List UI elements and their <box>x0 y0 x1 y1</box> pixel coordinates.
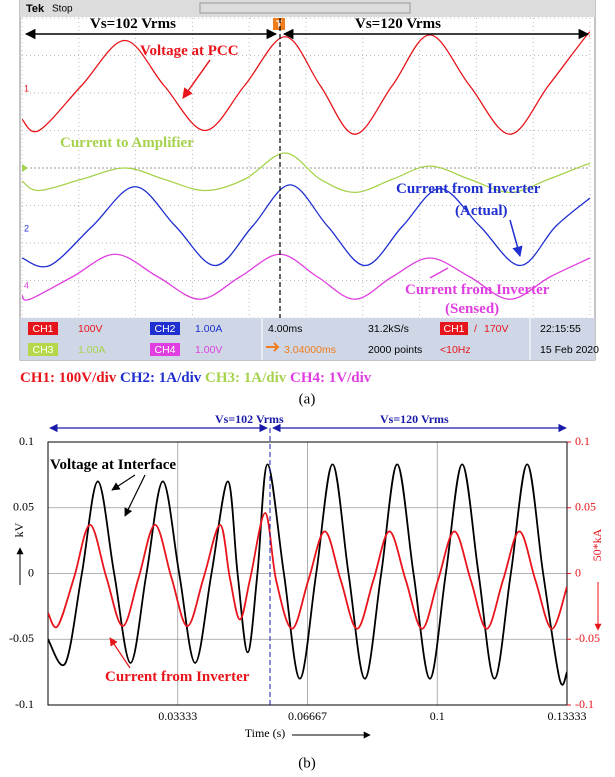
arrow <box>112 475 135 490</box>
caption-line: CH1: 100V/div CH2: 1A/div CH3: 1A/div CH… <box>20 370 372 386</box>
channel-marker: 2 <box>24 223 29 233</box>
x-tick-label: 0.06667 <box>288 709 327 723</box>
caption-part: CH3: 1A/div <box>205 370 287 386</box>
channel-marker: 1 <box>24 83 29 93</box>
status-text: 1.00A <box>78 344 105 356</box>
y-axis-label: kV <box>12 522 26 537</box>
annotation: Current to Amplifier <box>60 135 194 151</box>
trigger-label: T <box>276 20 282 31</box>
annotation: Current from Inverter <box>405 282 550 298</box>
annotation: Vs=102 Vrms <box>90 16 176 32</box>
status-text: CH1 <box>443 323 464 335</box>
caption-part: CH2: 1A/div <box>120 370 202 386</box>
y-tick-label: 0.1 <box>19 434 34 448</box>
y-tick-label: -0.1 <box>15 697 34 711</box>
annotation: Vs=120 Vrms <box>380 412 449 426</box>
caption-part: CH4: 1V/div <box>290 370 372 386</box>
status-text: <10Hz <box>440 344 471 356</box>
figure: Tek Stop T Vs=102 Vrms Vs=120 Vrms Volta… <box>0 0 615 777</box>
annotation: Current from Inverter <box>105 669 250 685</box>
status-text: 4.00ms <box>268 323 302 335</box>
x-tick-label: 0.13333 <box>548 709 587 723</box>
caption-part: CH1: 100V/div <box>20 370 117 386</box>
annotation: Voltage at PCC <box>140 43 239 59</box>
y2-tick-label: 0.1 <box>575 434 590 448</box>
y2-axis-label: 50*kA <box>590 528 604 561</box>
status-text: CH3 <box>32 344 53 356</box>
status-text: 3.04000ms <box>284 344 336 356</box>
y2-tick-label: 0.05 <box>575 500 596 514</box>
status-text: 1.00A <box>195 323 222 335</box>
status-text: 1.00V <box>195 344 222 356</box>
arrow <box>125 475 145 516</box>
status-text: 100V <box>78 323 103 335</box>
y-tick-label: -0.05 <box>9 631 34 645</box>
channel-marker: 4 <box>24 280 29 290</box>
status-text: 15 Feb 2020 <box>540 344 599 356</box>
y2-tick-label: -0.05 <box>575 631 600 645</box>
annotation: Current from Inverter <box>396 181 541 197</box>
annotation: Vs=102 Vrms <box>215 412 284 426</box>
annotation: (Actual) <box>455 203 508 219</box>
x-tick-label: 0.03333 <box>158 709 197 723</box>
y-tick-label: 0 <box>28 565 34 579</box>
y2-tick-label: 0 <box>575 565 581 579</box>
status-text: / <box>474 323 477 335</box>
status-text: 2000 points <box>368 344 422 356</box>
panel-label: (a) <box>299 391 316 407</box>
status-text: 22:15:55 <box>540 323 581 335</box>
status-text: CH1 <box>32 323 53 335</box>
y-tick-label: 0.05 <box>13 500 34 514</box>
status-text: CH4 <box>154 344 175 356</box>
scope-state: Stop <box>52 4 73 15</box>
annotation: (Sensed) <box>445 301 499 317</box>
annotation: Vs=120 Vrms <box>355 16 441 32</box>
annotation: Voltage at Interface <box>50 457 176 473</box>
x-tick-label: 0.1 <box>430 709 445 723</box>
x-axis-label: Time (s) <box>245 726 286 740</box>
status-text: 170V <box>484 323 509 335</box>
status-text: CH2 <box>154 323 175 335</box>
scope-brand: Tek <box>26 3 45 15</box>
panel-label: (b) <box>298 755 316 771</box>
status-text: 31.2kS/s <box>368 323 409 335</box>
